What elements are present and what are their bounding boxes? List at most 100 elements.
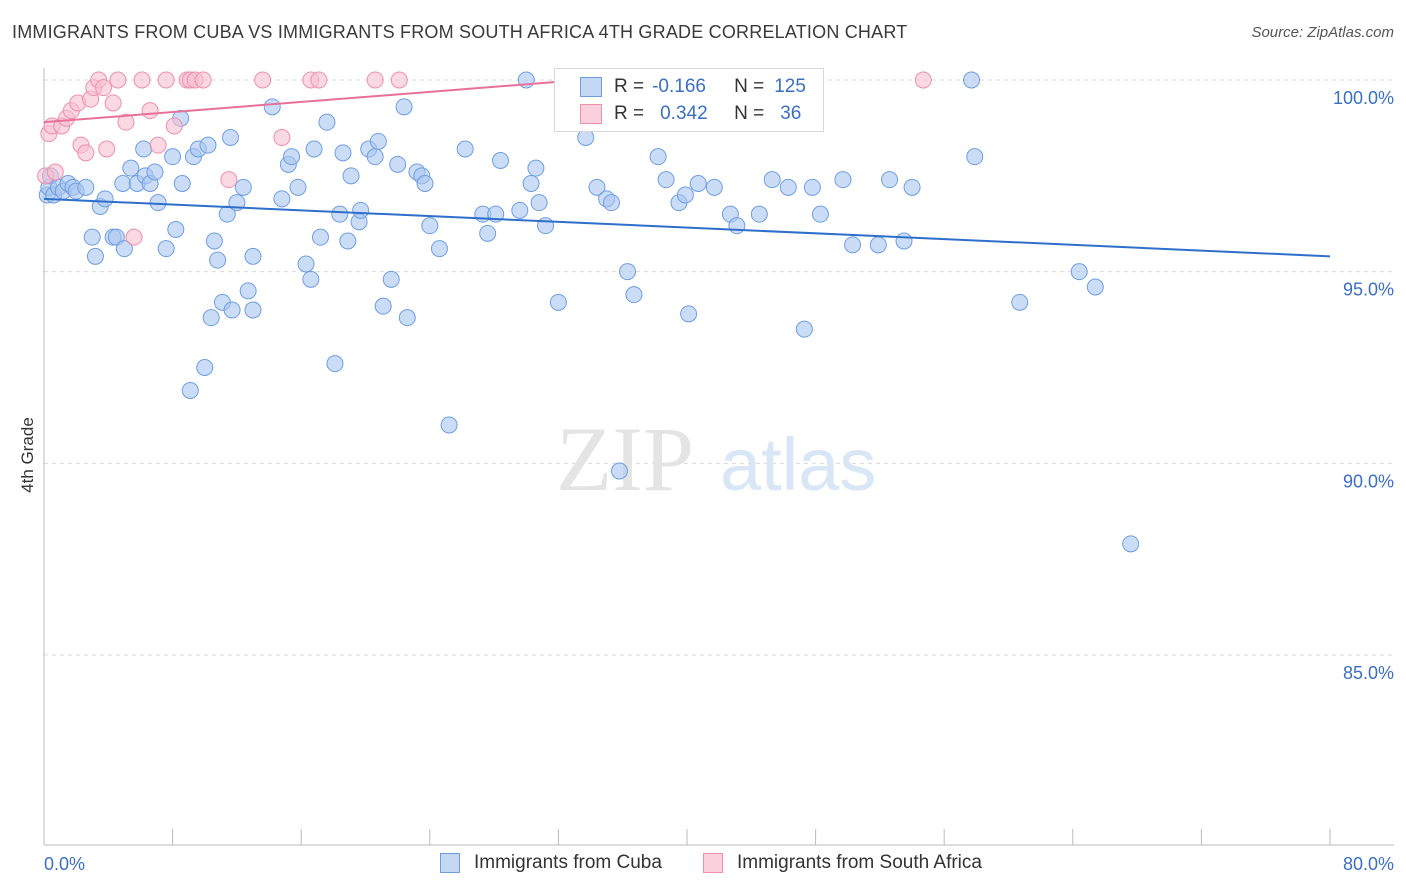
- cuba-point: [492, 152, 510, 169]
- cuba-point: [676, 186, 694, 204]
- cuba-point: [549, 293, 567, 311]
- data-points: [37, 71, 1140, 553]
- cuba-point: [83, 228, 101, 246]
- cuba-point: [114, 175, 132, 192]
- cuba-point: [395, 98, 413, 116]
- cuba-point: [149, 194, 167, 212]
- cuba-point: [527, 159, 545, 177]
- x-tick-label: 80.0%: [1343, 854, 1394, 874]
- legend-n-value: 125: [774, 76, 806, 97]
- south-africa-point: [165, 117, 183, 135]
- cuba-point: [173, 175, 191, 192]
- cuba-point: [1086, 278, 1104, 296]
- cuba-point: [146, 163, 164, 181]
- cuba-trend-line: [43, 197, 1331, 258]
- cuba-point: [1070, 263, 1088, 281]
- y-tick-label: 100.0%: [1333, 88, 1394, 108]
- south-africa-point: [117, 113, 135, 131]
- chart-title: IMMIGRANTS FROM CUBA VS IMMIGRANTS FROM …: [12, 22, 908, 42]
- cuba-point: [803, 178, 821, 196]
- y-tick-label: 90.0%: [1343, 471, 1394, 491]
- series-legend: Immigrants from Cuba Immigrants from Sou…: [0, 852, 1406, 876]
- cuba-point: [302, 270, 320, 288]
- cuba-point: [202, 309, 220, 327]
- cuba-point: [657, 171, 675, 189]
- cuba-point: [86, 247, 104, 265]
- cuba-point: [963, 71, 981, 89]
- cuba-point: [511, 201, 529, 219]
- watermark-atlas: atlas: [720, 423, 876, 506]
- cuba-point: [779, 178, 797, 196]
- cuba-point: [339, 232, 357, 250]
- legend-row-cuba: R = -0.166 N = 125: [555, 73, 806, 101]
- legend-swatch-cuba: [580, 77, 602, 97]
- south-africa-point: [390, 71, 408, 89]
- legend-item-south-africa[interactable]: Immigrants from South Africa: [703, 852, 982, 874]
- south-africa-point: [273, 129, 291, 146]
- cuba-point: [318, 113, 336, 131]
- south-africa-point: [310, 71, 328, 89]
- south-africa-point: [109, 71, 127, 89]
- south-africa-point: [133, 71, 151, 89]
- tick-labels: 100.0% 95.0% 90.0% 85.0% 0.0% 80.0%: [44, 88, 1394, 874]
- legend-r-value: -0.166: [652, 76, 706, 97]
- legend-label-cuba: Immigrants from Cuba: [474, 852, 662, 873]
- cuba-point: [382, 270, 400, 288]
- cuba-point: [234, 178, 252, 196]
- watermark-zip: ZIP: [556, 408, 694, 510]
- cuba-point: [834, 171, 852, 189]
- legend-n-label: N =: [734, 103, 765, 124]
- cuba-point: [352, 201, 370, 219]
- cuba-point: [157, 240, 175, 258]
- cuba-point: [705, 178, 723, 196]
- cuba-point: [209, 251, 227, 269]
- cuba-point: [273, 190, 291, 208]
- south-africa-point: [366, 71, 384, 89]
- cuba-point: [107, 228, 125, 246]
- cuba-point: [421, 217, 439, 235]
- cuba-point: [610, 462, 628, 480]
- south-africa-trend-line: [43, 79, 581, 124]
- cuba-point: [416, 175, 434, 192]
- cuba-point: [167, 221, 185, 238]
- cuba-point: [334, 144, 352, 162]
- cuba-point: [77, 178, 95, 196]
- cuba-point: [456, 140, 474, 158]
- cuba-point: [795, 320, 813, 338]
- cuba-point: [199, 136, 217, 154]
- x-tick-label: 0.0%: [44, 854, 85, 874]
- cuba-point: [122, 159, 140, 177]
- south-africa-point: [220, 171, 238, 189]
- south-africa-point: [125, 228, 143, 246]
- cuba-point: [374, 297, 392, 315]
- south-africa-point: [104, 94, 122, 112]
- cuba-point: [522, 175, 540, 192]
- legend-swatch-south-africa: [580, 104, 602, 124]
- legend-r-value: 0.342: [660, 103, 708, 124]
- cuba-point: [369, 132, 387, 150]
- cuba-point: [811, 205, 829, 223]
- south-africa-point: [914, 71, 932, 89]
- cuba-point: [479, 224, 497, 242]
- cuba-point: [283, 148, 301, 166]
- cuba-point: [196, 359, 214, 376]
- cuba-point: [135, 140, 153, 158]
- cuba-point: [263, 98, 281, 116]
- cuba-point: [305, 140, 323, 158]
- legend-label-south-africa: Immigrants from South Africa: [737, 852, 982, 873]
- cuba-point: [223, 301, 241, 319]
- source-credit: Source: ZipAtlas.com: [1251, 24, 1394, 41]
- cuba-point: [763, 171, 781, 189]
- trend-lines: [43, 79, 1331, 258]
- cuba-point: [619, 263, 637, 281]
- cuba-point: [869, 236, 887, 254]
- cuba-point: [297, 255, 315, 273]
- cuba-point: [398, 309, 416, 327]
- cuba-point: [966, 148, 984, 166]
- south-africa-point: [98, 140, 116, 158]
- cuba-point: [289, 178, 307, 196]
- legend-item-cuba[interactable]: Immigrants from Cuba: [440, 852, 662, 874]
- cuba-point: [844, 236, 862, 254]
- cuba-point: [530, 194, 548, 212]
